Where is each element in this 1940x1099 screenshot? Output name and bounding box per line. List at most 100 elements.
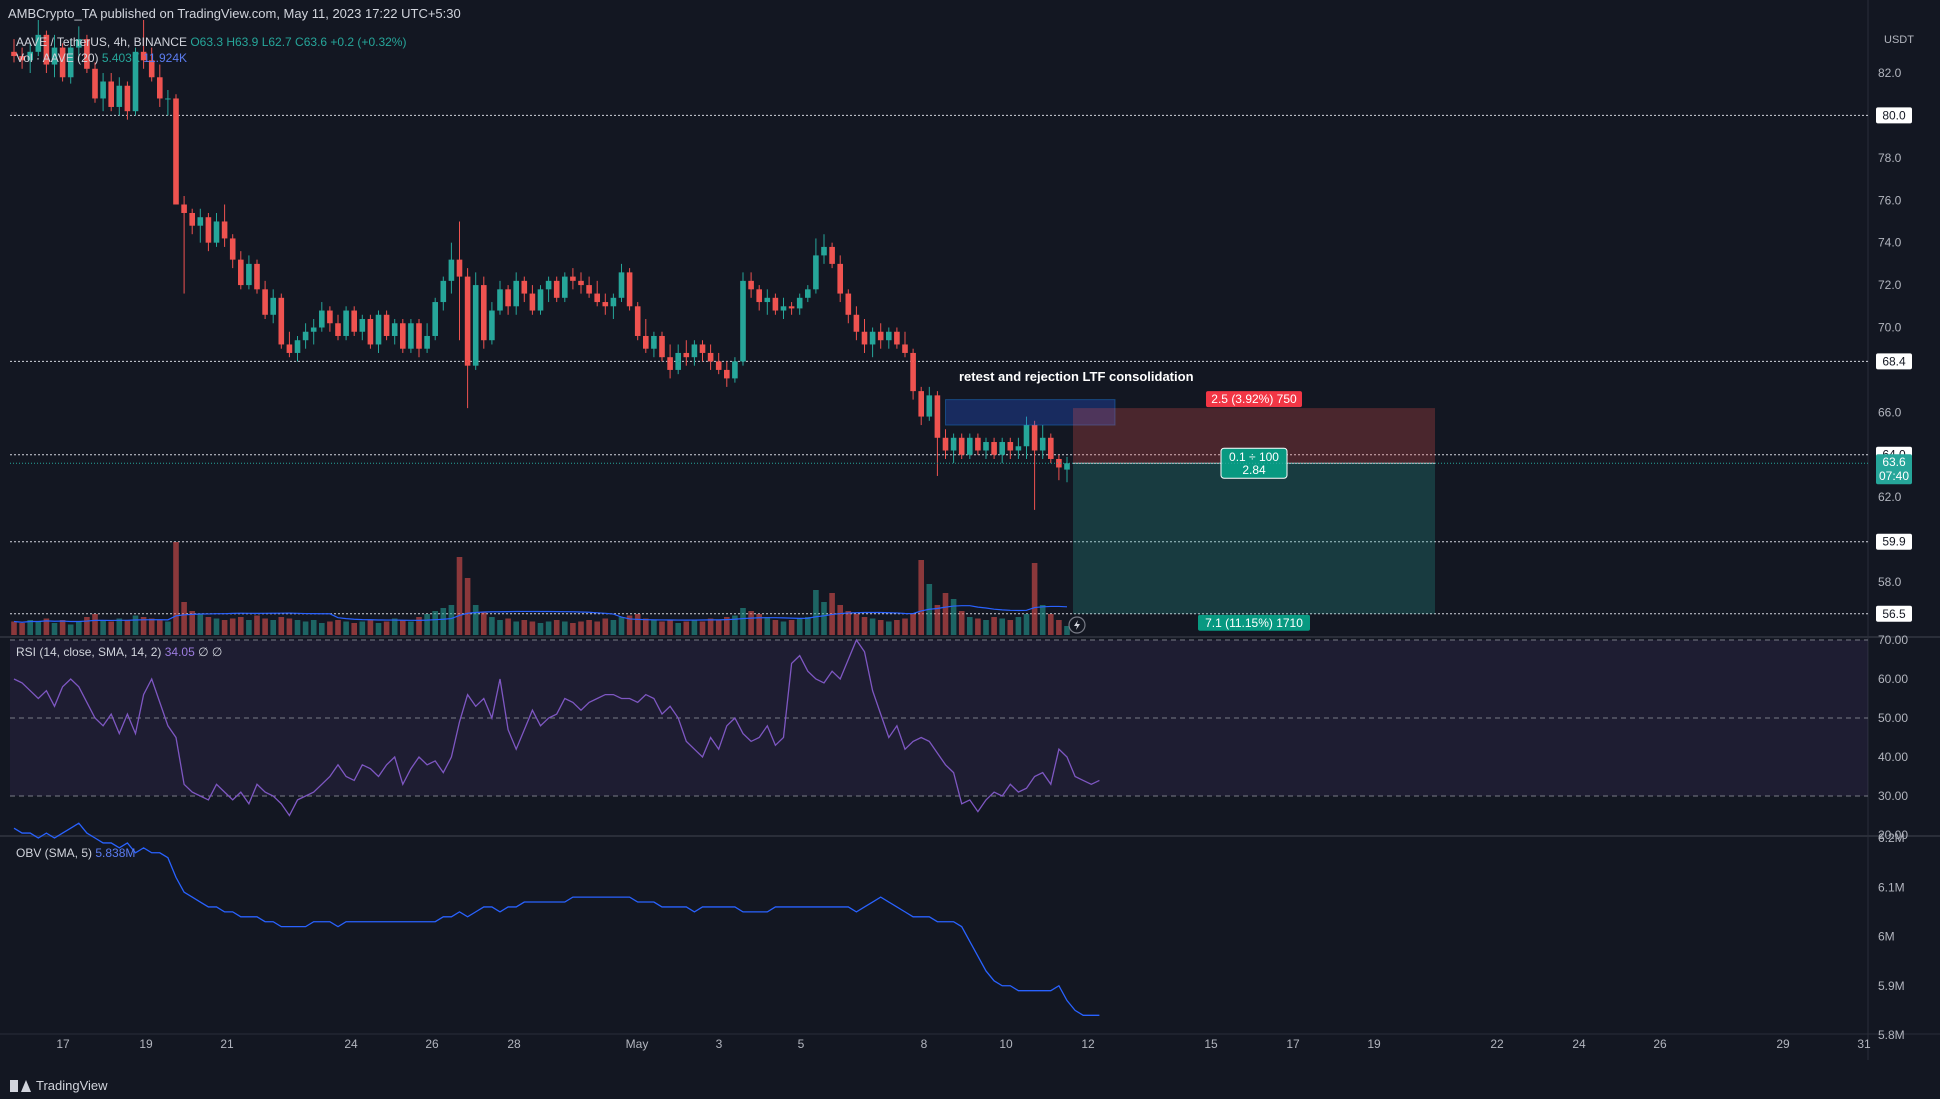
volume-bar [432, 611, 438, 635]
date-tick-label: 10 [999, 1037, 1013, 1051]
rsi-tick-label: 60.00 [1878, 672, 1908, 686]
volume-bar [464, 578, 471, 635]
last-price-badge [1876, 454, 1912, 485]
ohlc-values: O63.3 H63.9 L62.7 C63.6 +0.2 (+0.32%) [190, 35, 407, 49]
risk-reward-line1: 0.1 ÷ 100 [1229, 450, 1279, 464]
date-tick-label: 15 [1204, 1037, 1218, 1051]
candle-body [367, 319, 374, 345]
volume-bar [416, 617, 422, 635]
candle-body [416, 323, 422, 349]
volume-bar [367, 620, 374, 635]
tradingview-logo-icon [10, 1079, 31, 1092]
volume-bar [626, 615, 633, 635]
candle-body [1007, 442, 1014, 451]
price-tick-label: 72.0 [1878, 278, 1902, 292]
volume-bar [683, 621, 690, 635]
volume-bar [918, 560, 924, 635]
volume-bar [165, 621, 171, 635]
candle-body [513, 280, 519, 307]
volume-bar [205, 617, 212, 635]
candle-body [626, 272, 633, 307]
volume-bar [335, 620, 341, 635]
price-tick-label: 74.0 [1878, 236, 1902, 250]
volume-bar [1015, 617, 1022, 635]
volume-bar [715, 620, 722, 635]
candle-body [11, 51, 17, 57]
volume-bar [910, 614, 916, 635]
candle-body [294, 340, 301, 353]
candle-body [983, 442, 989, 451]
date-tick-label: 21 [220, 1037, 234, 1051]
volume-ma-value: 11.924K [143, 51, 188, 65]
candle-body [92, 68, 98, 99]
candle-body [813, 255, 819, 290]
candle-body [651, 335, 657, 349]
volume-value: 5.403K [101, 51, 140, 65]
candle-body [780, 306, 787, 311]
volume-bar [618, 617, 625, 635]
candle-body [132, 51, 139, 112]
volume-bar [570, 623, 576, 635]
volume-bar [877, 620, 884, 635]
candle-body [1015, 446, 1022, 451]
candle-body [270, 297, 276, 315]
volume-bar [562, 621, 568, 635]
volume-bar [983, 620, 989, 635]
rsi-label[interactable]: RSI (14, close, SMA, 14, 2) [16, 645, 162, 659]
candle-body [869, 331, 876, 345]
candle-body [116, 85, 123, 107]
rsi-tick-label: 50.00 [1878, 711, 1908, 725]
volume-bar [140, 617, 147, 635]
candle-body [545, 280, 552, 290]
volume-bar [246, 620, 252, 635]
rsi-tick-label: 20.00 [1878, 828, 1908, 842]
volume-bar [837, 605, 843, 635]
volume-bar [229, 618, 236, 635]
symbol-title[interactable]: AAVE / TetherUS, 4h, BINANCE [16, 35, 187, 49]
volume-bar [505, 618, 511, 635]
symbol-legend: AAVE / TetherUS, 4h, BINANCE O63.3 H63.9… [16, 35, 406, 49]
volume-bar [197, 614, 204, 635]
volume-bar [991, 617, 997, 635]
volume-bar [724, 617, 730, 635]
candle-body [829, 246, 835, 264]
date-tick-label: 19 [1367, 1037, 1381, 1051]
candle-body [902, 344, 908, 353]
volume-bar [124, 620, 131, 635]
candle-body [464, 276, 471, 366]
candle-body [173, 98, 179, 205]
date-tick-label: 19 [139, 1037, 153, 1051]
volume-bar [221, 620, 228, 635]
volume-label[interactable]: Vol · AAVE (20) [16, 51, 99, 65]
candle-body [221, 221, 228, 239]
obv-label[interactable]: OBV (SMA, 5) [16, 846, 93, 860]
volume-bar [408, 621, 414, 635]
candle-body [740, 280, 746, 362]
rsi-value: 34.05 [164, 645, 195, 659]
candle-body [699, 344, 706, 353]
obv-tick-label: 6M [1878, 930, 1895, 944]
volume-bar [902, 618, 908, 635]
volume-bar [84, 617, 90, 635]
volume-bar [788, 620, 795, 635]
volume-bar [254, 615, 260, 635]
candle-body [497, 289, 503, 311]
volume-bar [813, 590, 819, 635]
volume-bar [11, 621, 17, 635]
candle-body [400, 323, 406, 349]
candle-body [691, 344, 698, 358]
volume-bar [610, 620, 617, 635]
obv-value: 5.838M [95, 846, 136, 860]
annotation-text: retest and rejection LTF consolidation [959, 369, 1194, 384]
candle-body [43, 34, 50, 65]
candle-body [27, 51, 33, 61]
candle-body [1048, 437, 1054, 459]
volume-bar [173, 542, 179, 635]
candle-body [910, 352, 916, 392]
candle-body [521, 280, 528, 294]
volume-bar [780, 621, 787, 635]
volume-bar [76, 621, 82, 635]
date-tick-label: 24 [344, 1037, 358, 1051]
candle-body [1023, 425, 1030, 447]
